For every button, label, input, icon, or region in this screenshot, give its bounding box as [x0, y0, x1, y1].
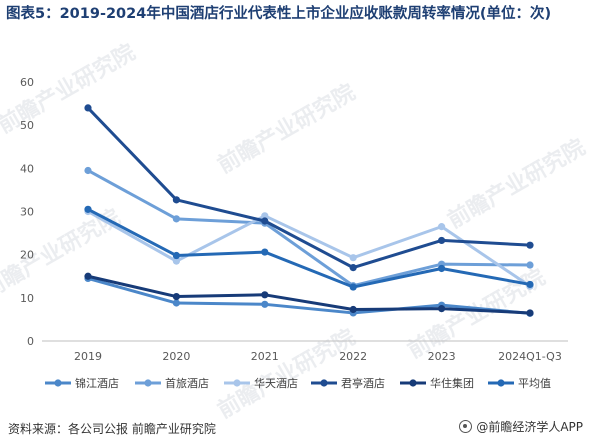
- data-point: [172, 251, 180, 260]
- data-point: [261, 217, 269, 225]
- legend-swatch-marker: [54, 379, 62, 387]
- data-point: [526, 280, 534, 289]
- data-point: [172, 196, 180, 204]
- series-line: [86, 168, 532, 288]
- data-point: [84, 272, 92, 280]
- legend-label: 华住集团: [430, 376, 474, 390]
- data-point: [172, 257, 180, 265]
- legend-label: 华天酒店: [254, 376, 298, 390]
- legend-swatch-marker: [409, 379, 417, 387]
- legend-label: 锦江酒店: [75, 376, 119, 390]
- chart-title: 图表5：2019-2024年中国酒店行业代表性上市企业应收账款周转率情况(单位：…: [6, 6, 552, 22]
- legend-item: 锦江酒店: [45, 376, 119, 390]
- y-axis: 0 10 20 30 40 50 60: [20, 76, 34, 348]
- series-5: [84, 272, 534, 317]
- data-point: [349, 264, 357, 272]
- data-point: [172, 299, 180, 307]
- series-6: [84, 205, 534, 291]
- legend-swatch-marker: [497, 379, 505, 387]
- x-tick-label: 2020: [162, 350, 190, 363]
- data-point: [172, 215, 180, 223]
- legend: 锦江酒店 首旅酒店 华天酒店 君亭酒店 华住集团 平均值: [45, 376, 551, 390]
- data-point: [261, 212, 269, 220]
- data-point: [438, 223, 446, 231]
- watermark-text: 前瞻产业研究院: [443, 134, 589, 234]
- data-point: [261, 248, 269, 256]
- legend-swatch-marker: [233, 379, 241, 387]
- y-tick-label: 0: [27, 335, 34, 348]
- x-tick-label: 2021: [251, 350, 279, 363]
- data-point: [349, 305, 357, 314]
- x-tick-label: 2023: [428, 350, 456, 363]
- data-point: [526, 261, 534, 269]
- data-point: [84, 104, 92, 112]
- series-line: [86, 106, 532, 270]
- data-point: [438, 264, 446, 273]
- data-point: [261, 291, 269, 299]
- y-tick-label: 20: [20, 249, 34, 262]
- y-tick-label: 40: [20, 162, 34, 175]
- series-4: [84, 104, 534, 272]
- series-line: [86, 210, 532, 288]
- x-tick-label: 2024Q1-Q3: [498, 350, 562, 363]
- series-layer: [84, 104, 534, 317]
- legend-label: 首旅酒店: [165, 376, 209, 390]
- y-tick-label: 50: [20, 119, 34, 132]
- legend-swatch-marker: [320, 379, 328, 387]
- legend-item: 华住集团: [400, 376, 474, 390]
- legend-item: 首旅酒店: [135, 376, 209, 390]
- watermark-text: 前瞻产业研究院: [213, 324, 359, 424]
- legend-item: 君亭酒店: [311, 376, 385, 390]
- series-line: [86, 274, 532, 315]
- data-point: [261, 300, 269, 308]
- data-point: [84, 166, 92, 175]
- data-point: [349, 254, 357, 262]
- source-note: 资料来源：各公司公报 前瞻产业研究院: [8, 422, 216, 436]
- data-point: [438, 236, 446, 245]
- legend-item: 华天酒店: [224, 376, 298, 390]
- data-point: [526, 309, 534, 317]
- data-point: [172, 292, 180, 301]
- legend-item: 平均值: [488, 377, 551, 390]
- data-point: [526, 241, 534, 249]
- y-tick-label: 10: [20, 292, 34, 305]
- data-point: [84, 205, 92, 213]
- x-tick-label: 2019: [74, 350, 102, 363]
- series-line: [86, 276, 532, 315]
- brand-text: @前瞻经济学人APP: [476, 420, 583, 434]
- brand-credit: @前瞻经济学人APP: [459, 418, 583, 435]
- legend-swatch-marker: [144, 379, 152, 387]
- y-tick-label: 30: [20, 206, 34, 219]
- watermark-text: 前瞻产业研究院: [213, 79, 359, 179]
- x-tick-label: 2022: [339, 350, 367, 363]
- x-axis: 2019 2020 2021 2022 2023 2024Q1-Q3: [74, 350, 562, 363]
- brand-logo-icon: [459, 420, 473, 433]
- legend-label: 平均值: [518, 377, 551, 390]
- legend-label: 君亭酒店: [341, 376, 385, 390]
- data-point: [438, 305, 446, 313]
- series-line: [86, 207, 532, 289]
- data-point: [349, 283, 357, 291]
- y-tick-label: 60: [20, 76, 34, 89]
